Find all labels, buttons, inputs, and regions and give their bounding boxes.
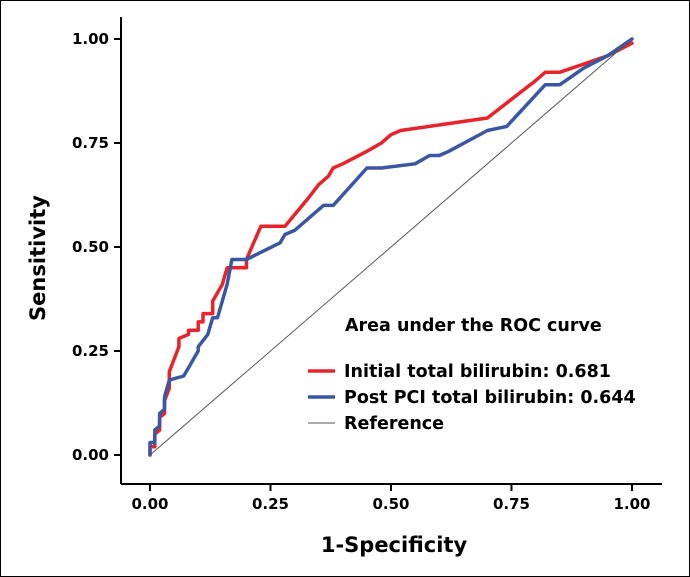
y-tick-label: 0.00: [72, 446, 109, 464]
legend-entry: Initial total bilirubin: 0.681: [344, 362, 611, 382]
y-tick-label: 1.00: [72, 30, 109, 48]
legend-entry: Reference: [344, 414, 444, 434]
x-tick-label: 0.50: [372, 495, 409, 513]
x-tick-label: 0.25: [252, 495, 289, 513]
y-tick-label: 0.50: [72, 238, 109, 256]
legend-title: Area under the ROC curve: [345, 316, 602, 336]
x-tick-label: 0.00: [131, 495, 168, 513]
x-tick-label: 0.75: [493, 495, 530, 513]
reference-line: [149, 38, 633, 456]
roc-curve-2: [148, 37, 634, 457]
x-axis-title: 1-Specificity: [321, 533, 468, 557]
legend-entry: Post PCI total bilirubin: 0.644: [344, 388, 636, 408]
y-tick-label: 0.75: [72, 134, 109, 152]
y-tick-label: 0.25: [72, 342, 109, 360]
x-tick-label: 1.00: [613, 495, 650, 513]
y-axis-title: Sensitivity: [26, 195, 50, 321]
